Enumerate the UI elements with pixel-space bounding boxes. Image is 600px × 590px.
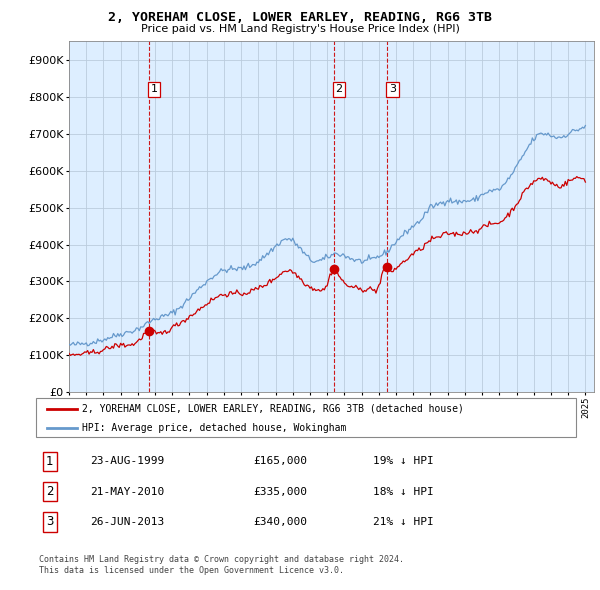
Text: Price paid vs. HM Land Registry's House Price Index (HPI): Price paid vs. HM Land Registry's House … xyxy=(140,24,460,34)
Text: 2, YOREHAM CLOSE, LOWER EARLEY, READING, RG6 3TB (detached house): 2, YOREHAM CLOSE, LOWER EARLEY, READING,… xyxy=(82,404,464,414)
Text: 19% ↓ HPI: 19% ↓ HPI xyxy=(373,457,433,466)
Text: 26-JUN-2013: 26-JUN-2013 xyxy=(91,517,164,527)
Text: 21% ↓ HPI: 21% ↓ HPI xyxy=(373,517,433,527)
Text: 2, YOREHAM CLOSE, LOWER EARLEY, READING, RG6 3TB: 2, YOREHAM CLOSE, LOWER EARLEY, READING,… xyxy=(108,11,492,24)
Text: 23-AUG-1999: 23-AUG-1999 xyxy=(91,457,164,466)
Text: This data is licensed under the Open Government Licence v3.0.: This data is licensed under the Open Gov… xyxy=(39,566,344,575)
Text: Contains HM Land Registry data © Crown copyright and database right 2024.: Contains HM Land Registry data © Crown c… xyxy=(39,555,404,563)
Text: 18% ↓ HPI: 18% ↓ HPI xyxy=(373,487,433,497)
Text: £340,000: £340,000 xyxy=(253,517,307,527)
Text: HPI: Average price, detached house, Wokingham: HPI: Average price, detached house, Woki… xyxy=(82,423,347,432)
Text: 1: 1 xyxy=(46,455,53,468)
Text: £335,000: £335,000 xyxy=(253,487,307,497)
Text: 21-MAY-2010: 21-MAY-2010 xyxy=(91,487,164,497)
Text: 2: 2 xyxy=(335,84,343,94)
Text: 2: 2 xyxy=(46,485,53,498)
Text: 3: 3 xyxy=(46,515,53,528)
Text: 1: 1 xyxy=(151,84,158,94)
Text: 3: 3 xyxy=(389,84,396,94)
Text: £165,000: £165,000 xyxy=(253,457,307,466)
FancyBboxPatch shape xyxy=(36,398,576,437)
